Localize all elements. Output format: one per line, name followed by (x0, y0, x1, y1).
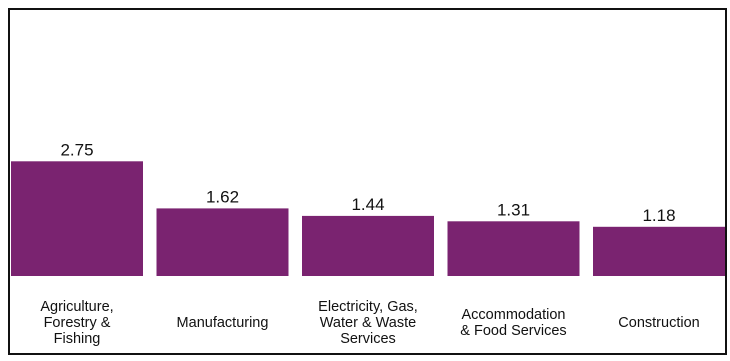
bar-0 (11, 161, 143, 276)
value-label-4: 1.18 (642, 206, 675, 225)
category-label-2-line-0: Electricity, Gas, (318, 299, 418, 315)
category-label-2-line-2: Services (340, 331, 396, 347)
bar-4 (593, 227, 725, 276)
category-label-0-line-2: Fishing (54, 331, 101, 347)
category-label-1-line-0: Manufacturing (177, 315, 269, 331)
bar-3 (448, 221, 580, 276)
bars-group (11, 161, 725, 276)
value-label-1: 1.62 (206, 187, 239, 206)
category-label-0-line-0: Agriculture, (40, 299, 113, 315)
category-labels-group: Agriculture, Forestry & Fishing Manufacturi… (40, 299, 699, 347)
value-label-2: 1.44 (351, 195, 384, 214)
category-label-3: Accommodation & Food Services (460, 307, 566, 339)
bar-1 (157, 208, 289, 276)
category-label-4-line-0: Construction (618, 315, 699, 331)
value-label-0: 2.75 (60, 140, 93, 159)
category-label-0: Agriculture, Forestry & Fishing (40, 299, 113, 347)
value-label-3: 1.31 (497, 200, 530, 219)
category-label-3-line-1: & Food Services (460, 323, 566, 339)
category-label-4: Construction (618, 315, 699, 331)
category-label-2-line-1: Water & Waste (320, 315, 416, 331)
category-label-3-line-0: Accommodation (462, 307, 566, 323)
category-label-2: Electricity, Gas, Water & Waste Services (318, 299, 418, 347)
bar-2 (302, 216, 434, 276)
category-label-0-line-1: Forestry & (44, 315, 111, 331)
value-labels-group: 2.75 1.62 1.44 1.31 1.18 (60, 140, 675, 225)
category-label-1: Manufacturing (177, 315, 269, 331)
